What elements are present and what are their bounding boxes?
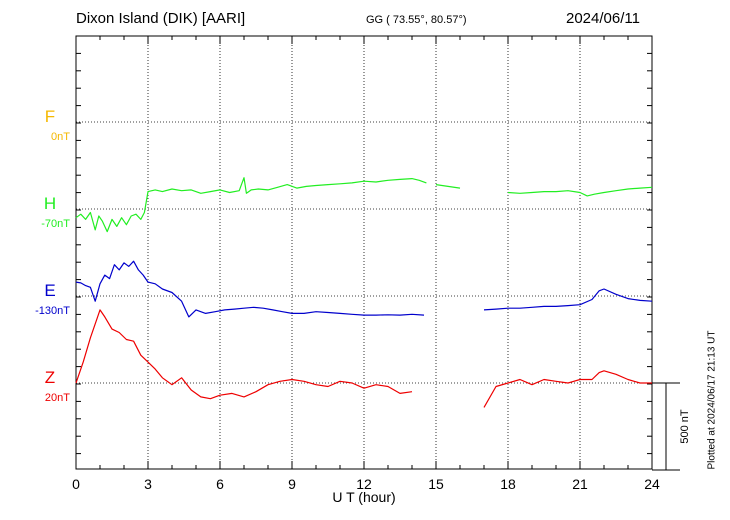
channel-label-z: Z — [45, 368, 55, 387]
channel-baseline-h: -70nT — [41, 218, 70, 230]
x-tick-label: 12 — [356, 476, 372, 492]
channel-baseline-e: -130nT — [35, 305, 70, 317]
x-axis-label: U T (hour) — [332, 489, 395, 505]
coordinates-label: GG ( 73.55°, 80.57°) — [366, 14, 467, 26]
series-line-z — [75, 309, 652, 408]
channel-baseline-z: 20nT — [45, 392, 70, 404]
scale-bar-label: 500 nT — [679, 409, 691, 444]
x-tick-label: 6 — [216, 476, 224, 492]
series-line-e — [75, 260, 653, 318]
station-title: Dixon Island (DIK) [AARI] — [76, 10, 246, 27]
x-tick-label: 24 — [644, 476, 660, 492]
channel-label-h: H — [44, 194, 56, 213]
x-tick-label: 18 — [500, 476, 516, 492]
x-tick-label: 0 — [72, 476, 80, 492]
date-label: 2024/06/11 — [566, 10, 640, 27]
x-tick-label: 15 — [428, 476, 444, 492]
x-tick-label: 9 — [288, 476, 296, 492]
x-tick-label: 3 — [144, 476, 152, 492]
channel-label-f: F — [45, 107, 55, 126]
x-tick-label: 21 — [572, 476, 588, 492]
series-line-h — [75, 177, 653, 233]
channel-baseline-f: 0nT — [51, 131, 70, 143]
channel-label-e: E — [44, 281, 55, 300]
